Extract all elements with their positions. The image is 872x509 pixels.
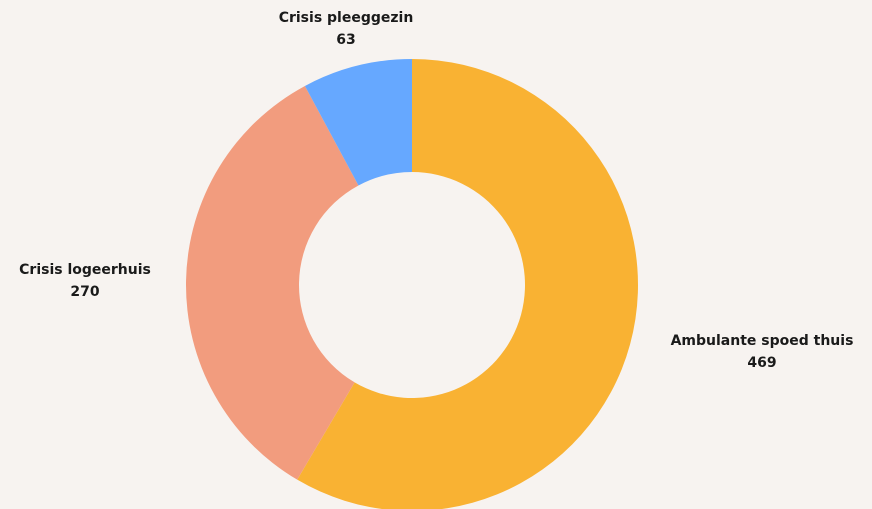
- slice-value-crisis-logeerhuis: 270: [70, 284, 100, 300]
- slice-label-crisis-logeerhuis: Crisis logeerhuis 270: [19, 259, 151, 303]
- slice-ambulante-spoed-thuis: [297, 59, 638, 509]
- slice-name-crisis-logeerhuis: Crisis logeerhuis: [19, 262, 151, 278]
- slice-name-crisis-pleeggezin: Crisis pleeggezin: [278, 10, 414, 26]
- slice-value-ambulante-spoed-thuis: 469: [747, 355, 777, 371]
- slice-label-crisis-pleeggezin: Crisis pleeggezin 63: [279, 7, 414, 51]
- slice-value-crisis-pleeggezin: 63: [336, 32, 356, 48]
- slice-crisis-pleeggezin: [304, 59, 412, 186]
- slice-label-ambulante-spoed-thuis: Ambulante spoed thuis 469: [671, 330, 854, 374]
- slice-crisis-logeerhuis: [186, 85, 359, 480]
- slice-name-ambulante-spoed-thuis: Ambulante spoed thuis: [670, 333, 854, 349]
